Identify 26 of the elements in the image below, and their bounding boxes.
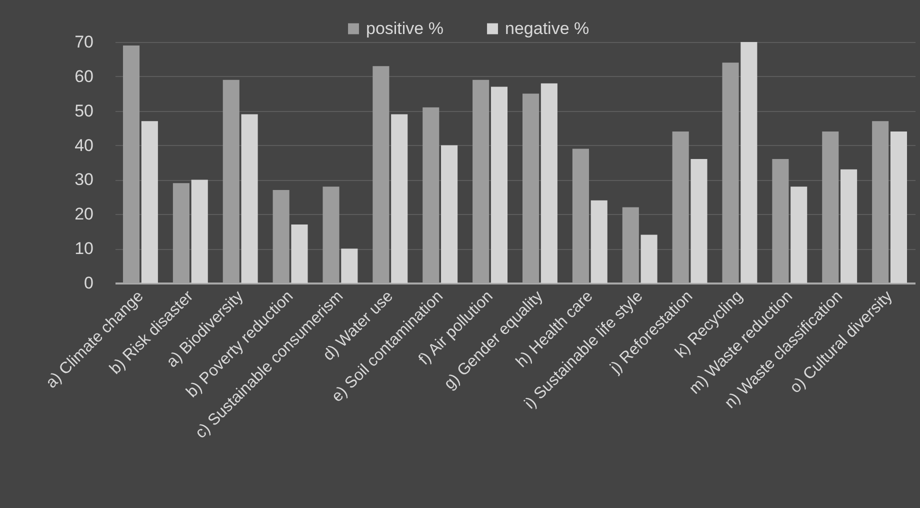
y-tick-label: 50 (74, 101, 94, 120)
bar (740, 42, 758, 283)
bar (141, 121, 158, 283)
bar (391, 114, 408, 283)
bar (590, 200, 608, 283)
y-tick-label: 20 (74, 204, 94, 224)
y-tick-label: 60 (74, 66, 94, 86)
legend-label: positive % (366, 18, 444, 38)
bar (191, 180, 208, 283)
bar (890, 132, 908, 283)
bar (441, 145, 458, 283)
bar (291, 224, 308, 283)
y-tick-label: 70 (74, 32, 94, 52)
bar (640, 234, 658, 283)
bar (241, 114, 258, 283)
bar (490, 86, 508, 283)
y-tick-label: 40 (74, 136, 94, 155)
y-tick-label: 10 (74, 239, 94, 258)
legend-label: negative % (505, 18, 590, 38)
y-tick-label: 30 (74, 170, 94, 190)
y-tick-label: 0 (84, 274, 94, 292)
bar (540, 83, 558, 283)
bar (790, 186, 808, 283)
bar (341, 248, 358, 283)
bar (690, 159, 708, 283)
bar (840, 169, 858, 283)
